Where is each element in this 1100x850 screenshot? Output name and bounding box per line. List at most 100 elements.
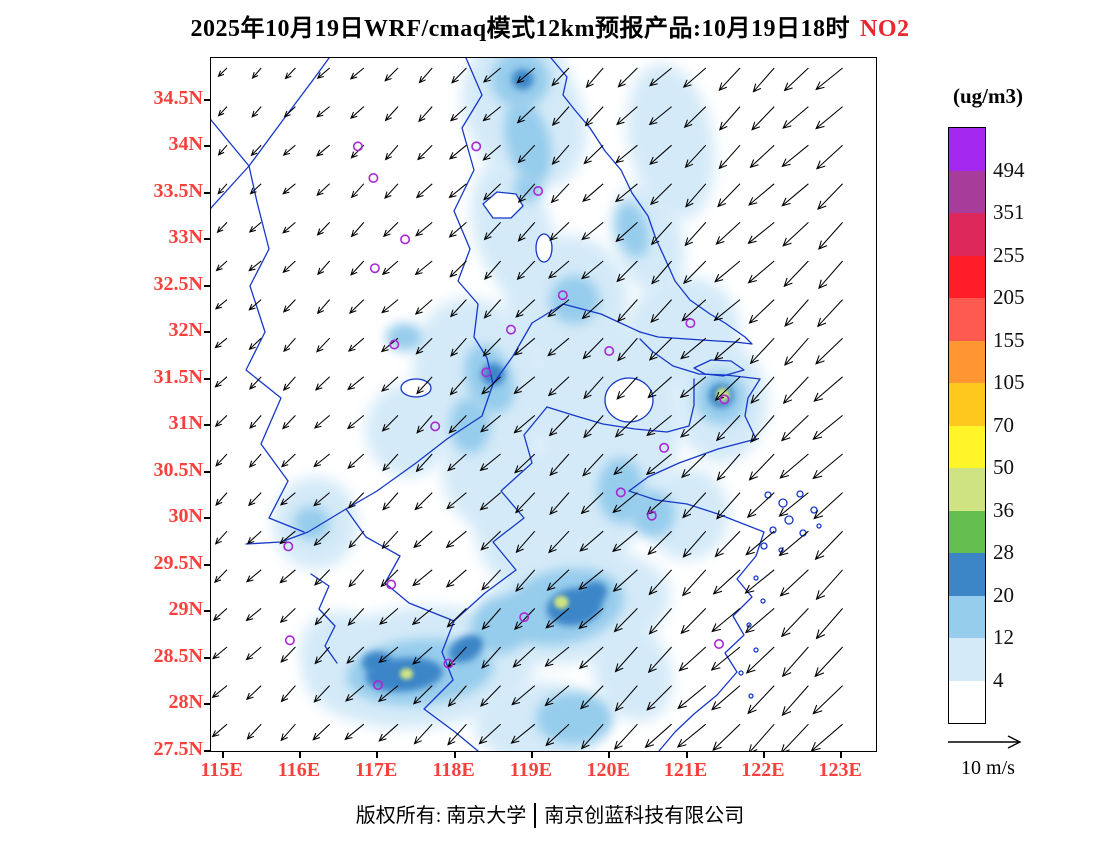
y-axis-label: 33N [168,226,203,249]
y-axis-label: 30N [168,505,203,528]
city-markers [283,141,730,690]
colorbar-label: 255 [993,242,1025,267]
shaded-region [385,323,423,352]
colorbar-label: 20 [993,582,1014,607]
coastline-south [628,378,765,751]
shaded-region [628,490,675,538]
jiangsu-zhejiang-border [546,378,695,433]
taihu-lake [604,377,654,423]
x-axis-label: 122E [741,759,785,781]
x-axis-label: 115E [200,759,243,781]
tick-mark [840,752,843,758]
north-border-1 [211,58,330,209]
y-axis-label: 33.5N [153,179,203,202]
poyang-outline [310,573,338,664]
tick-mark [204,703,210,706]
city-marker [615,487,626,498]
x-axis-label: 117E [355,759,398,781]
colorbar-band [949,213,985,256]
wind-vector-field [211,67,843,751]
city-marker [604,345,615,356]
x-axis-label: 118E [432,759,475,781]
city-marker [481,367,492,378]
tick-mark [204,470,210,473]
colorbar-band [949,680,985,723]
colorbar-band [949,510,985,553]
tick-mark [204,191,210,194]
chaohu-lake [400,378,432,398]
city-marker [505,324,516,335]
zhejiang-west-border [423,406,548,751]
colorbar-label: 36 [993,497,1014,522]
city-marker [283,541,294,552]
city-marker [430,421,441,432]
gaoyou-lake [535,233,553,263]
colorbar-label: 50 [993,455,1014,479]
colorbar [948,127,986,724]
city-marker [386,579,397,590]
city-marker [284,635,295,646]
shaded-region [592,622,673,722]
colorbar-label: 70 [993,412,1014,437]
tick-mark [453,752,456,758]
chongming-island [693,359,745,377]
tick-mark [204,656,210,659]
colorbar-band [949,128,985,171]
shaded-region [549,275,600,325]
shaded-region [535,692,614,745]
title-text: 2025年10月19日WRF/cmaq模式12km预报产品:10月19日18时 [190,16,850,42]
x-axis-label: 123E [818,759,862,781]
y-axis-label: 34N [168,133,203,156]
jiangxi-anhui-border [345,508,455,622]
tick-mark [204,517,210,520]
wind-reference-arrow-icon [948,735,1022,749]
west-border [245,165,305,533]
y-axis-label: 34.5N [153,86,203,109]
tick-mark [204,331,210,334]
colorbar-band [949,595,985,638]
shaded-region [615,202,650,258]
map-panel [210,57,877,752]
jiangsu-anhui-border [453,58,494,385]
colorbar-band [949,383,985,426]
shaded-region [554,595,569,609]
tick-mark [376,752,379,758]
city-marker [373,679,384,690]
y-axis-label: 31N [168,412,203,435]
colorbar-label: 205 [993,285,1025,309]
tick-mark [204,284,210,287]
tick-mark [204,98,210,101]
city-marker [400,234,411,245]
y-axis-label: 28.5N [153,644,203,667]
tick-mark [221,752,224,758]
city-marker [533,186,544,197]
shaded-region [627,63,716,220]
x-axis-label: 120E [586,759,630,781]
tick-mark [204,563,210,566]
colorbar-label: 494 [993,157,1025,182]
tick-mark [204,750,210,752]
y-axis-label: 32N [168,319,203,342]
shaded-region [448,634,484,663]
tick-mark [204,424,210,427]
city-marker [519,612,530,623]
city-marker [352,141,363,152]
tick-mark [685,752,688,758]
city-marker [369,263,380,274]
wind-reference: 10 m/s [942,733,1034,780]
colorbar-band [949,255,985,298]
tick-mark [530,752,533,758]
city-marker [368,173,379,184]
copyright-footer: 版权所有: 南京大学 南京创蓝科技有限公司 [0,799,1100,831]
wind-reference-label: 10 m/s [961,757,1015,779]
copyright-company: 南京创蓝科技有限公司 [544,805,745,827]
colorbar-band [949,553,985,596]
shaded-region [449,397,491,454]
x-axis-label: 119E [509,759,553,781]
y-axis-label: 27.5N [153,738,203,760]
city-marker [719,394,730,405]
city-marker [443,658,454,669]
y-axis-label: 29N [168,598,203,621]
y-axis-label: 30.5N [153,458,203,481]
colorbar-label: 28 [993,540,1014,564]
